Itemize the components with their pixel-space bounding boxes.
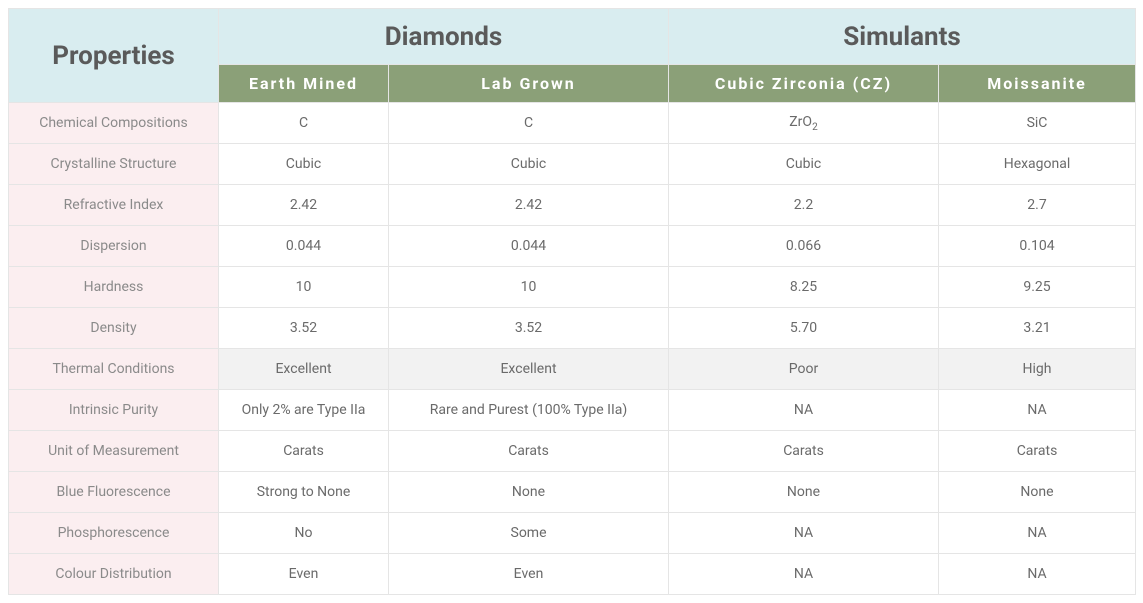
- data-cell: SiC: [939, 103, 1136, 144]
- data-cell: Even: [389, 554, 669, 595]
- col-moissanite: Moissanite: [939, 65, 1136, 103]
- data-cell: Some: [389, 513, 669, 554]
- col-earth-mined: Earth Mined: [219, 65, 389, 103]
- table-row: Thermal ConditionsExcellentExcellentPoor…: [9, 349, 1136, 390]
- property-label: Crystalline Structure: [9, 144, 219, 185]
- property-label: Hardness: [9, 267, 219, 308]
- data-cell: 0.104: [939, 226, 1136, 267]
- data-cell: 0.066: [669, 226, 939, 267]
- data-cell: ZrO2: [669, 103, 939, 144]
- property-label: Density: [9, 308, 219, 349]
- data-cell: 0.044: [389, 226, 669, 267]
- group-simulants: Simulants: [669, 9, 1136, 65]
- table-row: Colour DistributionEvenEvenNANA: [9, 554, 1136, 595]
- comparison-table: Properties Diamonds Simulants Earth Mine…: [8, 8, 1136, 595]
- data-cell: Carats: [669, 431, 939, 472]
- property-label: Phosphorescence: [9, 513, 219, 554]
- data-cell: 10: [219, 267, 389, 308]
- data-cell: 2.2: [669, 185, 939, 226]
- data-cell: 10: [389, 267, 669, 308]
- data-cell: None: [939, 472, 1136, 513]
- table-row: PhosphorescenceNoSomeNANA: [9, 513, 1136, 554]
- data-cell: No: [219, 513, 389, 554]
- data-cell: 2.42: [389, 185, 669, 226]
- group-diamonds: Diamonds: [219, 9, 669, 65]
- data-cell: 5.70: [669, 308, 939, 349]
- data-cell: 0.044: [219, 226, 389, 267]
- data-cell: Hexagonal: [939, 144, 1136, 185]
- table-row: Intrinsic PurityOnly 2% are Type IIaRare…: [9, 390, 1136, 431]
- property-label: Dispersion: [9, 226, 219, 267]
- property-label: Colour Distribution: [9, 554, 219, 595]
- data-cell: 3.52: [389, 308, 669, 349]
- data-cell: 8.25: [669, 267, 939, 308]
- table-body: Chemical CompositionsCCZrO2SiCCrystallin…: [9, 103, 1136, 595]
- data-cell: NA: [939, 554, 1136, 595]
- col-cubic-zirconia: Cubic Zirconia (CZ): [669, 65, 939, 103]
- property-label: Intrinsic Purity: [9, 390, 219, 431]
- data-cell: Cubic: [669, 144, 939, 185]
- data-cell: Carats: [389, 431, 669, 472]
- data-cell: Rare and Purest (100% Type IIa): [389, 390, 669, 431]
- data-cell: NA: [939, 513, 1136, 554]
- property-label: Thermal Conditions: [9, 349, 219, 390]
- data-cell: Cubic: [219, 144, 389, 185]
- data-cell: Excellent: [389, 349, 669, 390]
- group-header-row: Properties Diamonds Simulants: [9, 9, 1136, 65]
- table-row: Unit of MeasurementCaratsCaratsCaratsCar…: [9, 431, 1136, 472]
- data-cell: None: [389, 472, 669, 513]
- property-label: Unit of Measurement: [9, 431, 219, 472]
- data-cell: Strong to None: [219, 472, 389, 513]
- corner-cell: Properties: [9, 9, 219, 103]
- data-cell: None: [669, 472, 939, 513]
- col-lab-grown: Lab Grown: [389, 65, 669, 103]
- property-label: Chemical Compositions: [9, 103, 219, 144]
- data-cell: 3.21: [939, 308, 1136, 349]
- table-row: Blue FluorescenceStrong to NoneNoneNoneN…: [9, 472, 1136, 513]
- data-cell: Carats: [219, 431, 389, 472]
- data-cell: Even: [219, 554, 389, 595]
- table-row: Refractive Index2.422.422.22.7: [9, 185, 1136, 226]
- table-row: Crystalline StructureCubicCubicCubicHexa…: [9, 144, 1136, 185]
- table-row: Density3.523.525.703.21: [9, 308, 1136, 349]
- property-label: Blue Fluorescence: [9, 472, 219, 513]
- data-cell: Excellent: [219, 349, 389, 390]
- data-cell: C: [389, 103, 669, 144]
- data-cell: High: [939, 349, 1136, 390]
- data-cell: 2.7: [939, 185, 1136, 226]
- data-cell: Carats: [939, 431, 1136, 472]
- data-cell: Poor: [669, 349, 939, 390]
- table-row: Dispersion0.0440.0440.0660.104: [9, 226, 1136, 267]
- data-cell: NA: [669, 554, 939, 595]
- data-cell: 3.52: [219, 308, 389, 349]
- property-label: Refractive Index: [9, 185, 219, 226]
- data-cell: C: [219, 103, 389, 144]
- data-cell: 2.42: [219, 185, 389, 226]
- data-cell: NA: [669, 513, 939, 554]
- table-row: Chemical CompositionsCCZrO2SiC: [9, 103, 1136, 144]
- table-row: Hardness10108.259.25: [9, 267, 1136, 308]
- data-cell: 9.25: [939, 267, 1136, 308]
- data-cell: Only 2% are Type IIa: [219, 390, 389, 431]
- data-cell: Cubic: [389, 144, 669, 185]
- data-cell: NA: [939, 390, 1136, 431]
- data-cell: NA: [669, 390, 939, 431]
